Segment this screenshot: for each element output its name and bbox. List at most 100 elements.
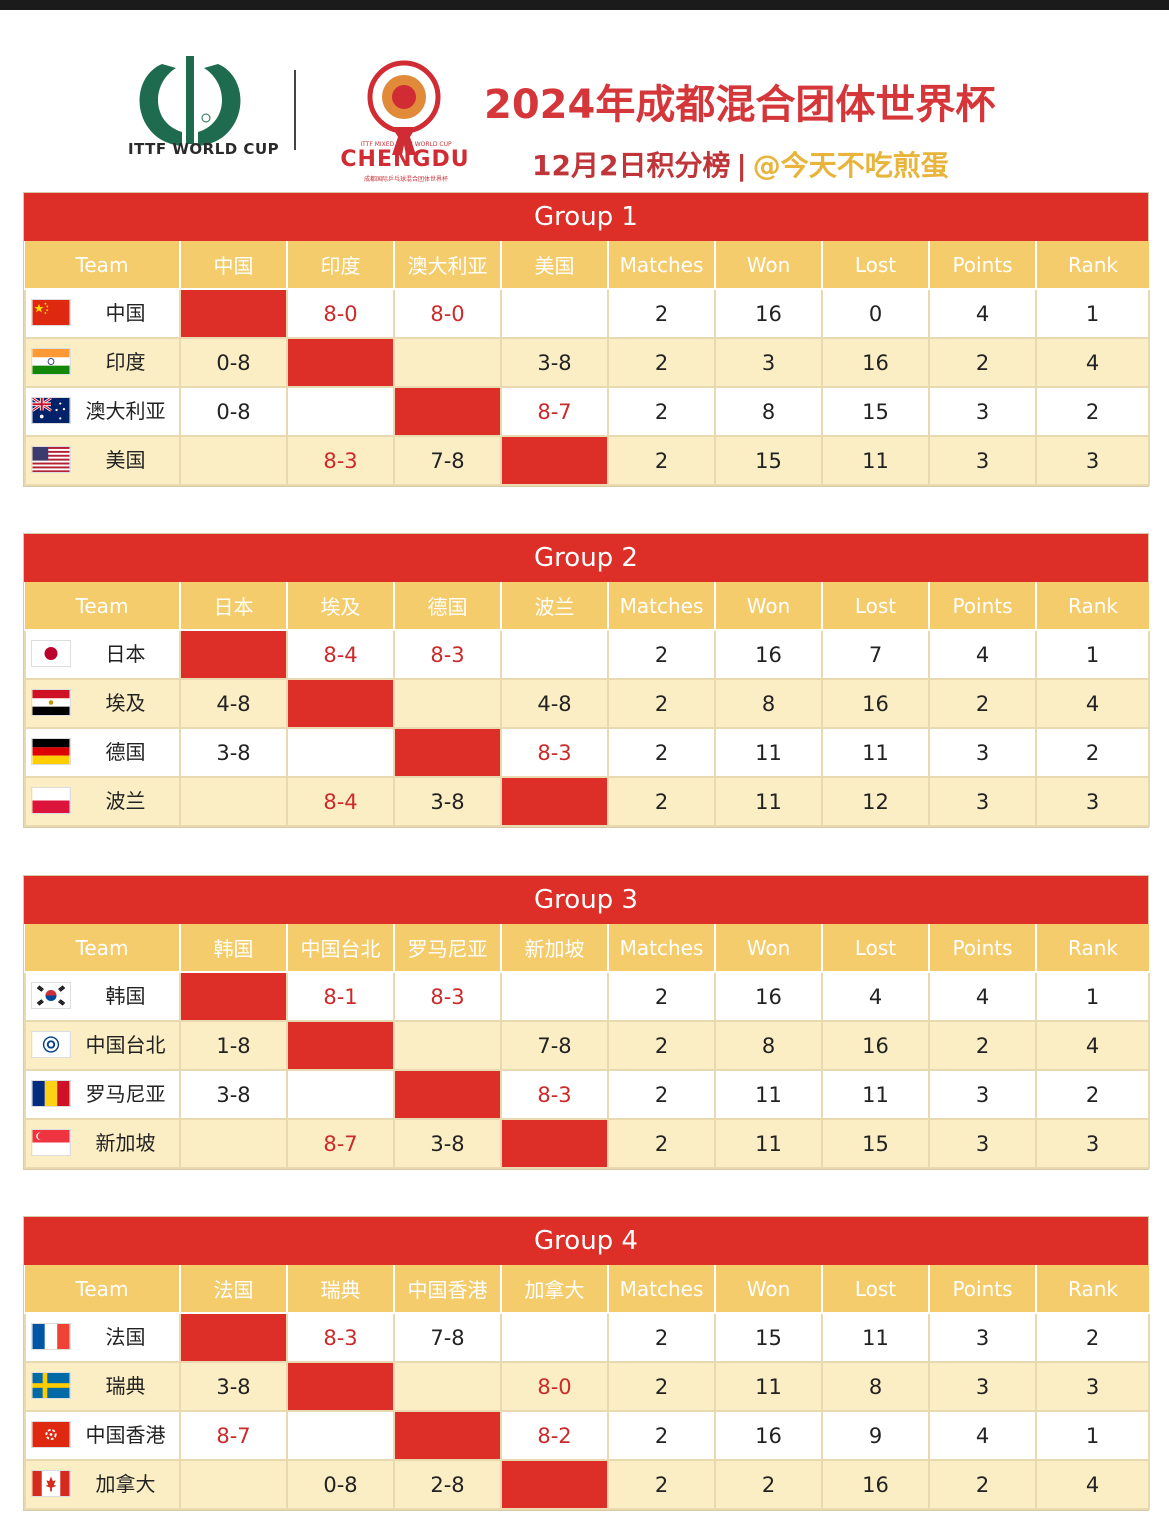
points-cell: 3 <box>928 386 1037 437</box>
match-result-cell: 3-8 <box>179 1361 288 1412</box>
table-row: 法国 8-3 7-8 2 15 11 3 2 <box>24 1312 1150 1363</box>
match-result-cell: 2-8 <box>393 1459 502 1510</box>
team-cell: 美国 <box>24 435 181 486</box>
table-header-row: Team 中国 印度 澳大利亚 美国 Matches Won Lost Points Rank <box>25 241 1149 290</box>
matches-cell: 2 <box>607 776 716 827</box>
match-result-cell: 8-4 <box>286 629 395 680</box>
lost-cell: 9 <box>821 1410 930 1461</box>
match-result-cell: 3-8 <box>500 337 609 388</box>
won-cell: 11 <box>714 1361 823 1412</box>
team-cell: 中国香港 <box>24 1410 181 1461</box>
column-header: Lost <box>822 582 930 631</box>
won-cell: 8 <box>714 386 823 437</box>
match-result-cell <box>179 1118 288 1169</box>
won-cell: 2 <box>714 1459 823 1510</box>
self-match-cell <box>286 678 395 729</box>
lost-cell: 15 <box>821 386 930 437</box>
team-name: 美国 <box>105 448 146 472</box>
points-cell: 3 <box>928 1361 1037 1412</box>
self-match-cell <box>393 1069 502 1120</box>
rank-cell: 4 <box>1035 678 1150 729</box>
table-row: 中国香港 8-7 8-2 2 16 9 4 1 <box>24 1410 1150 1461</box>
team-name: 罗马尼亚 <box>85 1082 166 1106</box>
table-row: 瑞典 3-8 8-0 2 11 8 3 3 <box>24 1361 1150 1412</box>
standings-table: Team 中国 印度 澳大利亚 美国 Matches Won Lost Points Rank 中国… <box>24 241 1150 486</box>
match-result-cell: 8-0 <box>286 288 395 339</box>
de-flag <box>31 738 71 765</box>
column-header: Team <box>25 924 181 973</box>
group-title: Group 1 <box>24 193 1148 241</box>
matches-cell: 2 <box>607 629 716 680</box>
se-flag <box>31 1372 71 1399</box>
won-cell: 11 <box>714 727 823 778</box>
match-result-cell: 0-8 <box>286 1459 395 1510</box>
points-cell: 3 <box>928 776 1037 827</box>
lost-cell: 11 <box>821 1312 930 1363</box>
rank-cell: 2 <box>1035 1069 1150 1120</box>
ittf-logo-text: ITTF WORLD CUP <box>128 140 280 158</box>
column-header: Rank <box>1036 1265 1149 1314</box>
team-name: 中国台北 <box>85 1033 166 1057</box>
team-cell: 罗马尼亚 <box>24 1069 181 1120</box>
match-result-cell: 3-8 <box>179 727 288 778</box>
ro-flag <box>31 1080 71 1107</box>
rank-cell: 4 <box>1035 337 1150 388</box>
match-result-cell <box>286 1069 395 1120</box>
cn-flag <box>31 299 71 326</box>
match-result-cell: 8-3 <box>393 971 502 1022</box>
match-result-cell <box>500 629 609 680</box>
column-header: Team <box>25 1265 181 1314</box>
self-match-cell <box>393 727 502 778</box>
column-header: Won <box>715 1265 823 1314</box>
column-header: Won <box>715 924 823 973</box>
table-row: 埃及 4-8 4-8 2 8 16 2 4 <box>24 678 1150 729</box>
points-cell: 3 <box>928 727 1037 778</box>
match-result-cell: 8-3 <box>500 727 609 778</box>
match-result-cell: 8-3 <box>393 629 502 680</box>
group-3-standings: Group 3 Team 韩国 中国台北 罗马尼亚 新加坡 Matches Won Lost Po… <box>23 875 1150 1170</box>
column-header: 中国台北 <box>287 924 395 973</box>
column-header: Rank <box>1036 582 1149 631</box>
column-header: Matches <box>608 924 716 973</box>
lost-cell: 0 <box>821 288 930 339</box>
team-name: 澳大利亚 <box>85 399 166 423</box>
column-header: 罗马尼亚 <box>394 924 502 973</box>
self-match-cell <box>286 337 395 388</box>
table-row: 罗马尼亚 3-8 8-3 2 11 11 3 2 <box>24 1069 1150 1120</box>
rank-cell: 3 <box>1035 776 1150 827</box>
match-result-cell: 7-8 <box>500 1020 609 1071</box>
rank-cell: 3 <box>1035 1361 1150 1412</box>
column-header: Rank <box>1036 241 1149 290</box>
rank-cell: 2 <box>1035 386 1150 437</box>
table-header-row: Team 法国 瑞典 中国香港 加拿大 Matches Won Lost Points Rank <box>25 1265 1149 1314</box>
column-header: 埃及 <box>287 582 395 631</box>
match-result-cell: 1-8 <box>179 1020 288 1071</box>
chengdu-logo-text: CHENGDU <box>340 147 470 172</box>
column-header: Points <box>929 924 1037 973</box>
group-2-standings: Group 2 Team 日本 埃及 德国 波兰 Matches Won Lost Points R… <box>23 533 1150 828</box>
points-cell: 4 <box>928 288 1037 339</box>
matches-cell: 2 <box>607 971 716 1022</box>
match-result-cell <box>500 288 609 339</box>
group-1-standings: Group 1 Team 中国 印度 澳大利亚 美国 Matches Won Lost Point… <box>23 192 1150 487</box>
matches-cell: 2 <box>607 1361 716 1412</box>
match-result-cell: 8-3 <box>500 1069 609 1120</box>
tpe-flag <box>31 1031 71 1058</box>
team-name: 中国香港 <box>85 1423 166 1447</box>
match-result-cell <box>393 337 502 388</box>
column-header: Team <box>25 241 181 290</box>
column-header: 美国 <box>501 241 609 290</box>
rank-cell: 1 <box>1035 288 1150 339</box>
matches-cell: 2 <box>607 678 716 729</box>
table-row: 中国台北 1-8 7-8 2 8 16 2 4 <box>24 1020 1150 1071</box>
column-header: Points <box>929 241 1037 290</box>
points-cell: 2 <box>928 678 1037 729</box>
chengdu-logo-small-text: ITTF MIXED TEAM WORLD CUP <box>360 141 452 148</box>
points-cell: 4 <box>928 1410 1037 1461</box>
team-cell: 新加坡 <box>24 1118 181 1169</box>
column-header: 印度 <box>287 241 395 290</box>
self-match-cell <box>179 1312 288 1363</box>
match-result-cell: 0-8 <box>179 337 288 388</box>
column-header: Lost <box>822 241 930 290</box>
lost-cell: 11 <box>821 1069 930 1120</box>
